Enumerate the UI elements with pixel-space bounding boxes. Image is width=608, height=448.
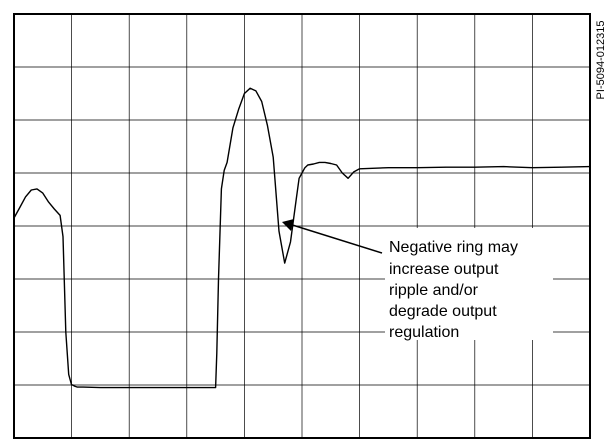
annotation: Negative ring may increase output ripple… [282,219,553,341]
annotation-line: regulation [389,324,459,341]
grid [14,14,590,438]
annotation-arrow [286,223,382,253]
annotation-line: degrade output [389,303,497,320]
figure-id: PI-5094-012315 [595,21,607,100]
annotation-line: ripple and/or [389,282,479,299]
annotation-line: Negative ring may [389,239,518,256]
annotation-line: increase output [389,261,499,278]
